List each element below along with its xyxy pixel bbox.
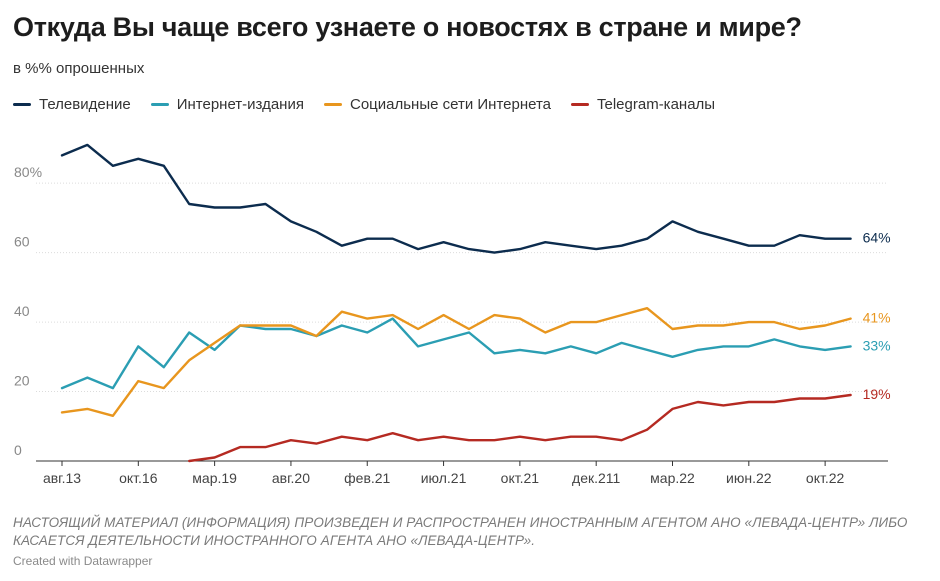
- x-tick-label: авг.20: [272, 470, 310, 486]
- chart-legend: Телевидение Интернет-издания Социальные …: [13, 96, 715, 113]
- x-tick-label: июл.21: [421, 470, 467, 486]
- legend-item-internet: Интернет-издания: [150, 96, 304, 113]
- legend-swatch: [150, 103, 169, 106]
- legend-swatch: [571, 103, 589, 106]
- end-value-label: 33%: [863, 337, 891, 353]
- legend-swatch: [323, 103, 342, 106]
- series-line-2: [60, 317, 852, 390]
- series-line-1: [60, 143, 852, 254]
- chart-title: Откуда Вы чаще всего узнаете о новостях …: [13, 12, 802, 42]
- legend-label: Телевидение: [39, 96, 131, 113]
- end-value-label: 19%: [863, 386, 891, 402]
- x-tick-label: мар.19: [192, 470, 237, 486]
- series-line-3: [60, 307, 852, 417]
- end-value-label: 64%: [863, 230, 891, 246]
- legend-label: Социальные сети Интернета: [349, 96, 551, 113]
- line-chart: 0 20 40 60 80% авг.13 окт.16 мар.19 авг.20 фев.21…: [14, 143, 891, 486]
- legend-swatch: [13, 103, 31, 106]
- x-tick-label: окт.21: [501, 470, 540, 486]
- chart-subtitle: в %% опрошенных: [13, 60, 145, 77]
- y-tick-label: 80%: [14, 164, 42, 180]
- x-tick-label: окт.16: [119, 470, 158, 486]
- y-tick-label: 20: [14, 373, 30, 389]
- y-tick-label: 40: [14, 303, 30, 319]
- end-value-label: 41%: [863, 310, 891, 326]
- legend-item-social: Социальные сети Интернета: [323, 96, 551, 113]
- x-tick-label: фев.21: [344, 470, 390, 486]
- x-tick-label: дек.211: [572, 470, 621, 486]
- legal-notice: НАСТОЯЩИЙ МАТЕРИАЛ (ИНФОРМАЦИЯ) ПРОИЗВЕД…: [13, 515, 908, 548]
- y-tick-label: 60: [14, 234, 30, 250]
- legend-label: Telegram-каналы: [597, 96, 716, 113]
- y-tick-label: 0: [14, 442, 22, 458]
- credit-text: Created with Datawrapper: [13, 554, 153, 568]
- series-line-4: [187, 393, 852, 463]
- x-tick-label: окт.22: [806, 470, 845, 486]
- legend-item-tv: Телевидение: [13, 96, 131, 113]
- legend-item-telegram: Telegram-каналы: [571, 96, 715, 113]
- x-tick-label: мар.22: [650, 470, 695, 486]
- x-tick-label: авг.13: [43, 470, 81, 486]
- legend-label: Интернет-издания: [176, 96, 304, 113]
- x-tick-label: июн.22: [726, 470, 772, 486]
